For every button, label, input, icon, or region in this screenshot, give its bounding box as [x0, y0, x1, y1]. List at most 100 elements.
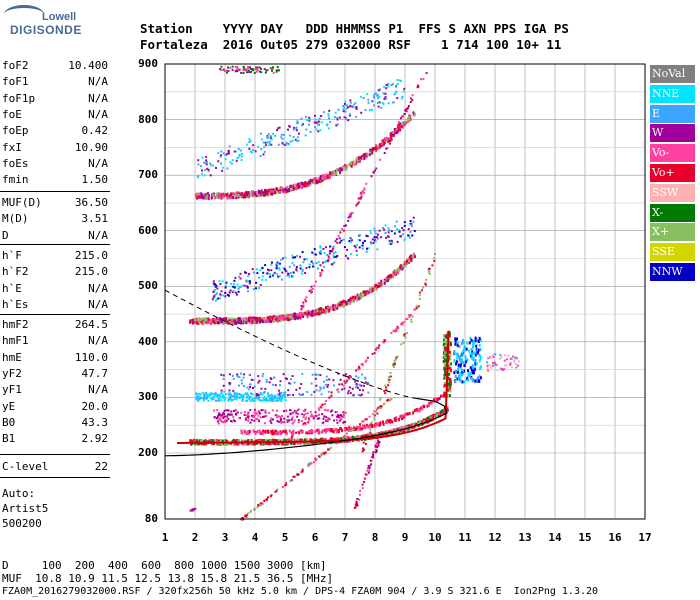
echo-mark	[243, 429, 246, 433]
echo-mark	[403, 224, 406, 227]
echo-mark	[293, 381, 296, 384]
echo-mark	[214, 196, 216, 200]
echo-mark	[380, 431, 383, 434]
echo-mark	[433, 257, 436, 260]
echo-mark	[241, 398, 244, 401]
echo-mark	[244, 193, 247, 197]
echo-mark	[455, 352, 458, 356]
echo-mark	[209, 319, 212, 323]
echo-mark	[196, 196, 199, 200]
echo-mark	[359, 489, 362, 492]
echo-mark	[266, 392, 269, 395]
echo-mark	[268, 142, 271, 145]
echo-mark	[273, 319, 276, 323]
echo-mark	[499, 353, 502, 356]
echo-mark	[255, 394, 258, 397]
echo-mark	[361, 483, 364, 486]
echo-mark	[365, 359, 368, 362]
echo-mark	[330, 446, 333, 449]
echo-mark	[377, 89, 380, 92]
echo-mark	[460, 362, 462, 366]
echo-mark	[296, 140, 299, 143]
echo-mark	[195, 321, 198, 325]
echo-mark	[474, 362, 477, 366]
echo-mark	[306, 312, 309, 316]
echo-mark	[282, 392, 285, 395]
echo-mark	[294, 183, 296, 187]
legend-item: NoVal	[650, 65, 695, 83]
echo-mark	[332, 430, 335, 434]
echo-mark	[294, 312, 296, 316]
echo-mark	[275, 432, 278, 436]
header-line-1: Station YYYY DAY DDD HHMMSS P1 FFS S AXN…	[140, 21, 569, 36]
echo-mark	[425, 419, 428, 422]
echo-mark	[221, 166, 224, 169]
echo-mark	[379, 143, 382, 147]
echo-mark	[385, 389, 388, 392]
echo-mark	[341, 437, 344, 441]
echo-mark	[469, 352, 472, 356]
echo-mark	[314, 430, 317, 434]
echo-mark	[394, 270, 397, 274]
echo-mark	[193, 440, 196, 444]
echo-mark	[241, 439, 244, 443]
echo-mark	[327, 417, 330, 420]
echo-mark	[276, 393, 279, 396]
echo-mark	[209, 397, 212, 400]
echo-mark	[339, 231, 342, 234]
echo-mark	[300, 383, 303, 385]
echo-mark	[348, 240, 351, 243]
echo-mark	[251, 190, 254, 194]
echo-mark	[474, 336, 477, 340]
echo-mark	[235, 69, 238, 72]
echo-mark	[310, 462, 313, 465]
echo-mark	[299, 394, 302, 396]
echo-mark	[226, 71, 228, 74]
echo-mark	[398, 79, 401, 82]
echo-mark	[281, 316, 284, 320]
echo-mark	[296, 120, 299, 123]
echo-mark	[200, 397, 203, 400]
echo-mark	[388, 378, 391, 381]
echo-mark	[281, 442, 284, 446]
echo-mark	[399, 235, 402, 238]
echo-mark	[212, 396, 215, 399]
echo-mark	[221, 442, 223, 446]
echo-mark	[203, 193, 206, 197]
echo-mark	[384, 392, 387, 395]
echo-mark	[336, 117, 339, 119]
echo-mark	[338, 301, 340, 305]
echo-mark	[304, 300, 307, 303]
echo-mark	[354, 101, 357, 104]
echo-mark	[305, 128, 308, 131]
echo-mark	[314, 118, 317, 121]
echo-mark	[376, 442, 378, 445]
echo-mark	[247, 512, 250, 515]
echo-mark	[314, 253, 317, 256]
echo-mark	[229, 321, 232, 325]
echo-mark	[244, 411, 246, 414]
param-name: hmF1	[2, 334, 29, 348]
echo-mark	[448, 350, 451, 354]
y-tick-label: 700	[138, 168, 158, 182]
echo-mark	[387, 235, 390, 238]
echo-mark	[443, 355, 446, 359]
echo-mark	[342, 299, 345, 303]
echo-mark	[260, 67, 263, 70]
echo-mark	[226, 153, 228, 156]
echo-mark	[236, 67, 239, 70]
echo-mark	[339, 427, 342, 431]
echo-mark	[478, 374, 481, 378]
echo-mark	[251, 69, 254, 72]
echo-mark	[197, 442, 200, 446]
echo-mark	[271, 409, 274, 412]
echo-mark	[396, 82, 399, 85]
echo-mark	[399, 122, 402, 125]
echo-mark	[278, 415, 281, 418]
echo-mark	[376, 412, 379, 415]
echo-mark	[405, 108, 408, 110]
echo-mark	[351, 435, 354, 439]
echo-mark	[269, 67, 272, 70]
echo-mark	[222, 412, 225, 415]
echo-mark	[369, 287, 371, 291]
